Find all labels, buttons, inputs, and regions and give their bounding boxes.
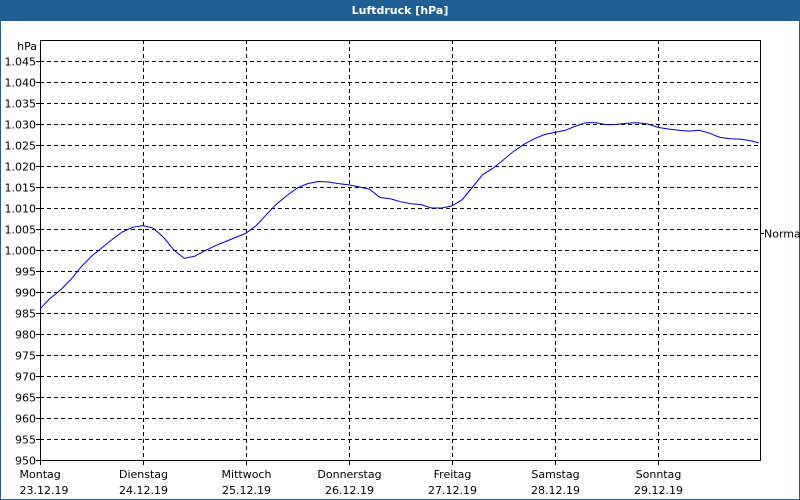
x-tick-day: Donnerstag [317,468,381,481]
y-tick-label: 1.030 [5,119,37,132]
x-tick-date: 29.12.19 [634,484,683,497]
x-tick-day: Montag [20,468,61,481]
x-tick-day: Dienstag [119,468,168,481]
y-tick-label: 1.010 [5,203,37,216]
y-tick-label: 1.025 [5,140,37,153]
y-axis-unit: hPa [17,40,37,53]
y-tick-label: 1.005 [5,224,37,237]
y-tick-label: 975 [15,350,36,363]
y-tick-label: 1.015 [5,182,37,195]
x-tick-day: Freitag [434,468,472,481]
x-tick-date: 26.12.19 [325,484,374,497]
y-tick-label: 950 [15,455,36,468]
y-tick-label: 965 [15,392,36,405]
x-tick-date: 23.12.19 [20,484,69,497]
pressure-line [39,122,760,310]
plot-area-border [40,40,761,461]
y-tick-label: 995 [15,266,36,279]
window-title: Luftdruck [hPa] [1,1,799,21]
x-tick-date: 25.12.19 [222,484,271,497]
y-tick-label: 980 [15,329,36,342]
y-tick-label: 1.020 [5,161,37,174]
y-tick-label: 985 [15,308,36,321]
x-tick-day: Mittwoch [222,468,272,481]
x-tick-day: Samstag [531,468,579,481]
y-tick-label: 1.040 [5,77,37,90]
x-tick-date: 24.12.19 [119,484,168,497]
x-tick-date: 28.12.19 [531,484,580,497]
y-tick-label: 1.000 [5,245,37,258]
y-tick-label: 1.035 [5,98,37,111]
y-tick-label: 990 [15,287,36,300]
normal-label: Normal [764,228,800,241]
y-tick-label: 1.045 [5,56,37,69]
y-tick-label: 970 [15,371,36,384]
x-tick-day: Sonntag [636,468,682,481]
y-tick-label: 960 [15,413,36,426]
y-tick-label: 955 [15,434,36,447]
x-tick-date: 27.12.19 [428,484,477,497]
